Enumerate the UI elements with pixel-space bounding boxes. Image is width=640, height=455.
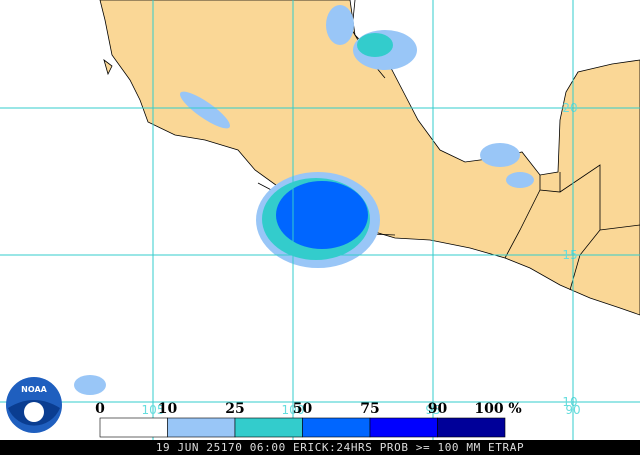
- latitude-label: 10: [562, 395, 577, 409]
- legend-label: 100: [474, 401, 503, 417]
- longitude-label: 95: [425, 403, 440, 417]
- legend-swatch: [234, 417, 303, 438]
- caption: 19 JUN 25170 06:00 ERICK:24HRS PROB >= 1…: [156, 441, 524, 454]
- precip-area: [506, 172, 534, 188]
- latitude-label: 15: [562, 248, 577, 262]
- precip-area: [276, 181, 368, 249]
- longitude-label: 90: [565, 403, 580, 417]
- noaa-logo: NOAA: [6, 377, 62, 433]
- legend-label: 90: [428, 401, 448, 417]
- longitude-label: 105: [142, 403, 165, 417]
- legend-swatch: [302, 417, 371, 438]
- legend-label: 25: [225, 401, 244, 417]
- legend-swatch: [99, 417, 168, 438]
- logo-text: NOAA: [21, 385, 47, 394]
- legend-unit: %: [508, 401, 521, 417]
- legend-label: 50: [293, 401, 313, 417]
- caption-bar: [0, 440, 640, 455]
- legend-swatch: [167, 417, 236, 438]
- legend-label: 75: [360, 401, 379, 417]
- precip-area: [326, 5, 354, 45]
- legend-swatch: [437, 417, 506, 438]
- precip-area: [180, 91, 230, 129]
- island: [103, 58, 113, 76]
- precip-area: [357, 33, 393, 57]
- latitude-label: 20: [562, 101, 577, 115]
- precip-area: [74, 375, 106, 395]
- legend-label: 10: [158, 401, 178, 417]
- logo-dot: [24, 402, 44, 422]
- longitude-label: 100: [282, 403, 305, 417]
- legend-label: 0: [95, 401, 105, 417]
- legend-swatch: [369, 417, 438, 438]
- precipitation: [74, 5, 534, 395]
- legend: 0 10 25 50 75 90 100%: [95, 401, 522, 438]
- border: [504, 164, 640, 291]
- precip-area: [480, 143, 520, 167]
